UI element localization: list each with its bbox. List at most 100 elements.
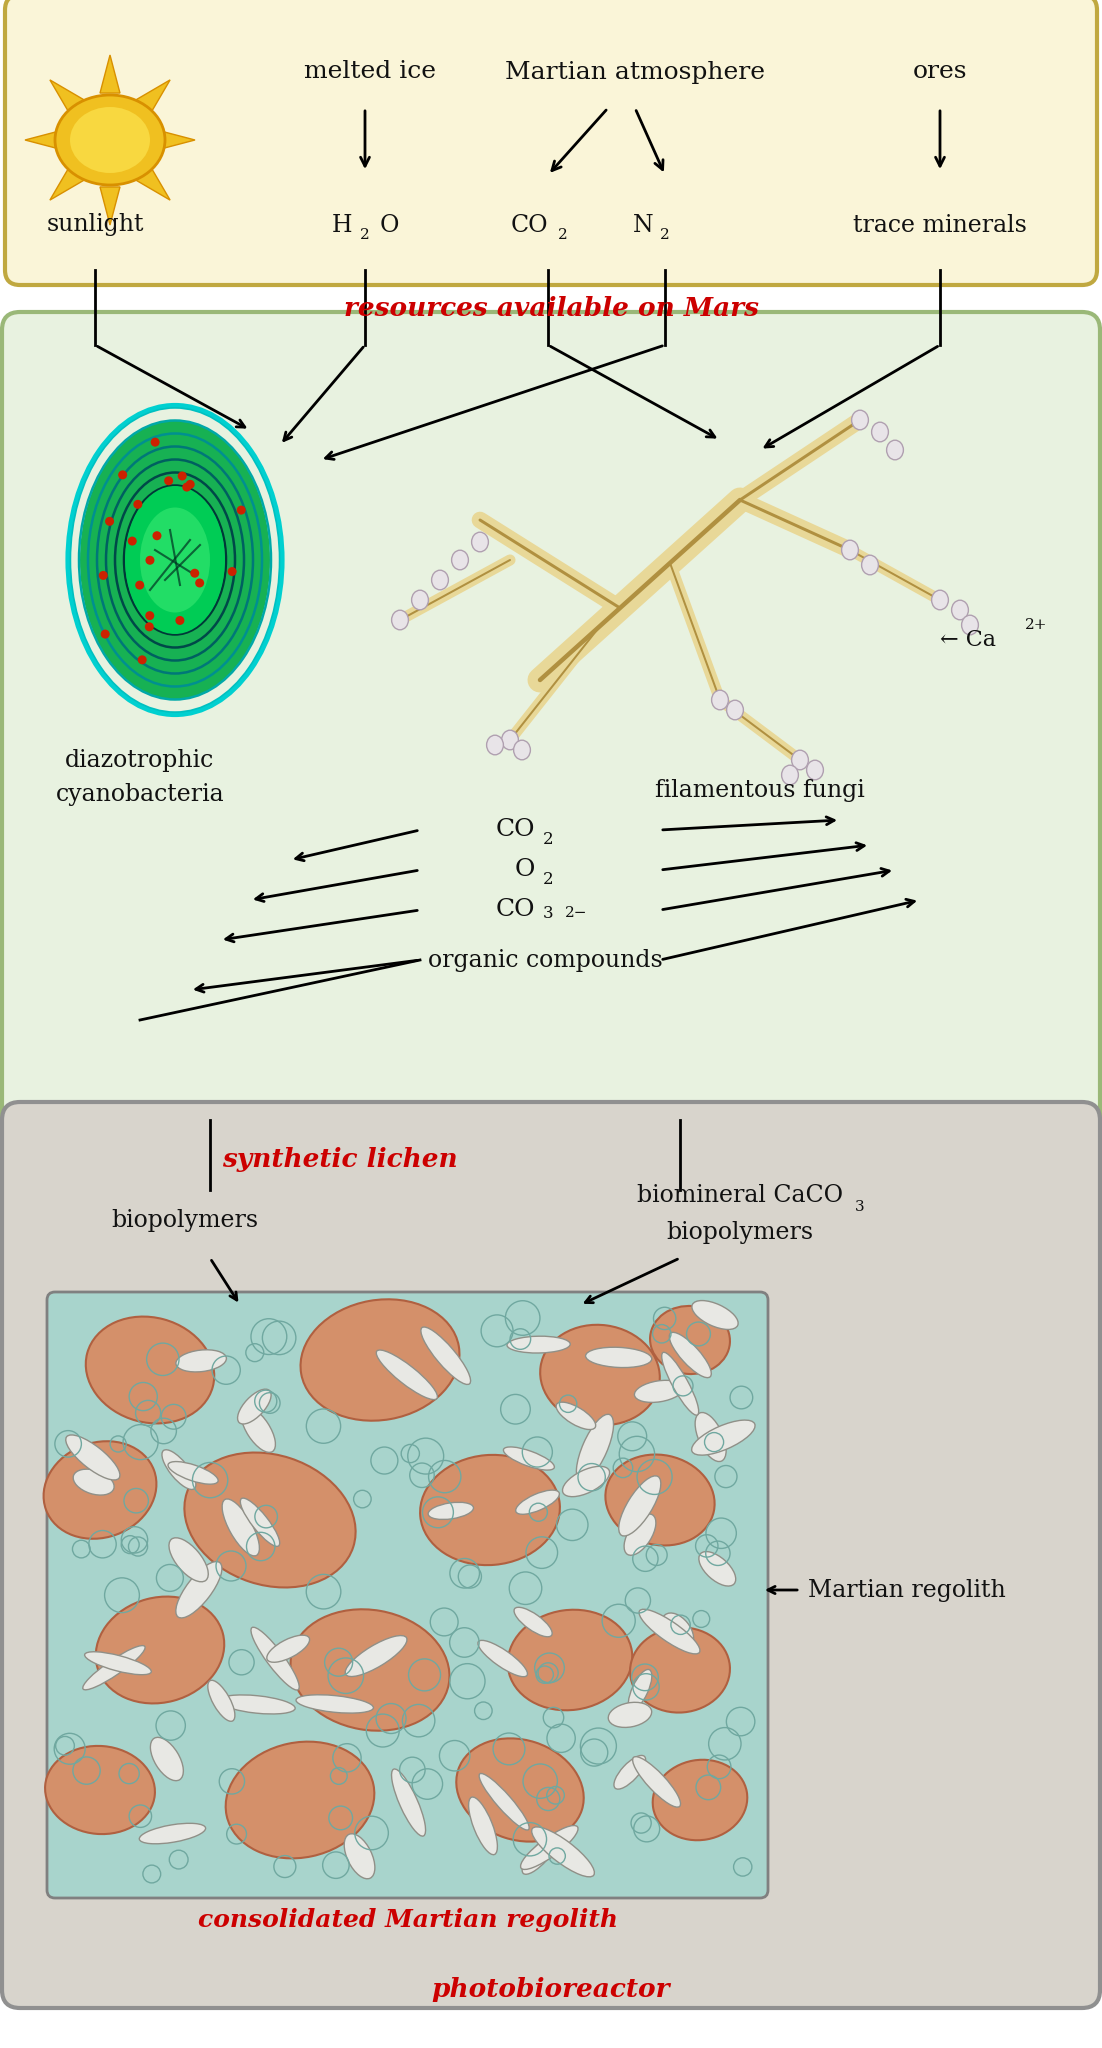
Ellipse shape: [516, 1491, 560, 1513]
Ellipse shape: [136, 582, 144, 590]
Ellipse shape: [100, 629, 110, 639]
Ellipse shape: [472, 532, 488, 551]
Ellipse shape: [432, 569, 449, 590]
Text: biopolymers: biopolymers: [667, 1221, 813, 1243]
Ellipse shape: [345, 1636, 407, 1677]
Text: 2−: 2−: [565, 905, 587, 920]
Ellipse shape: [412, 590, 429, 610]
Ellipse shape: [540, 1325, 660, 1425]
Ellipse shape: [391, 1769, 425, 1837]
Ellipse shape: [140, 508, 210, 612]
Ellipse shape: [726, 700, 744, 719]
Polygon shape: [25, 129, 63, 150]
Ellipse shape: [164, 477, 173, 485]
Text: organic compounds: organic compounds: [428, 948, 662, 971]
Ellipse shape: [478, 1640, 528, 1677]
Text: ← Ca: ← Ca: [940, 629, 996, 651]
Text: 2: 2: [543, 872, 553, 889]
Ellipse shape: [605, 1454, 714, 1546]
Ellipse shape: [228, 567, 237, 575]
Ellipse shape: [420, 1454, 560, 1565]
Text: resources available on Mars: resources available on Mars: [344, 295, 758, 319]
Ellipse shape: [557, 1403, 596, 1430]
Ellipse shape: [251, 1628, 300, 1690]
Ellipse shape: [96, 1597, 224, 1704]
Ellipse shape: [487, 735, 504, 756]
Ellipse shape: [662, 1614, 693, 1649]
Ellipse shape: [86, 1317, 214, 1423]
Ellipse shape: [44, 1442, 156, 1538]
Ellipse shape: [479, 1774, 529, 1831]
FancyBboxPatch shape: [6, 0, 1096, 285]
Ellipse shape: [514, 739, 530, 760]
Text: O: O: [380, 213, 400, 236]
Ellipse shape: [152, 530, 162, 541]
Ellipse shape: [692, 1300, 738, 1329]
Ellipse shape: [241, 1407, 276, 1452]
Ellipse shape: [45, 1745, 155, 1835]
Ellipse shape: [639, 1610, 700, 1655]
Ellipse shape: [468, 1796, 497, 1855]
Ellipse shape: [712, 690, 728, 711]
Ellipse shape: [291, 1610, 450, 1731]
Ellipse shape: [456, 1739, 584, 1841]
Ellipse shape: [661, 1352, 699, 1415]
Ellipse shape: [238, 1389, 271, 1423]
Ellipse shape: [144, 623, 154, 631]
Ellipse shape: [618, 1477, 661, 1536]
Ellipse shape: [624, 1513, 656, 1554]
Ellipse shape: [55, 94, 165, 184]
Ellipse shape: [576, 1415, 614, 1483]
Text: 3: 3: [543, 905, 553, 922]
Polygon shape: [50, 166, 84, 201]
Ellipse shape: [428, 1503, 474, 1520]
FancyBboxPatch shape: [2, 1102, 1100, 2007]
Text: CO: CO: [510, 213, 548, 236]
Ellipse shape: [208, 1679, 235, 1720]
Ellipse shape: [128, 537, 137, 545]
Ellipse shape: [182, 483, 192, 492]
Ellipse shape: [145, 555, 154, 565]
Ellipse shape: [223, 1499, 259, 1556]
Text: consolidated Martian regolith: consolidated Martian regolith: [198, 1909, 618, 1931]
Ellipse shape: [962, 614, 979, 635]
Ellipse shape: [240, 1497, 280, 1546]
Text: O: O: [515, 858, 534, 881]
Ellipse shape: [376, 1350, 437, 1399]
Ellipse shape: [633, 1757, 681, 1806]
Ellipse shape: [162, 1450, 196, 1489]
Ellipse shape: [133, 500, 142, 508]
Text: diazotrophic: diazotrophic: [65, 748, 215, 772]
Ellipse shape: [267, 1634, 310, 1663]
Ellipse shape: [71, 106, 150, 172]
Ellipse shape: [522, 1835, 559, 1874]
Ellipse shape: [118, 471, 127, 479]
Ellipse shape: [186, 479, 195, 489]
Ellipse shape: [226, 1741, 375, 1858]
Ellipse shape: [176, 1561, 222, 1618]
Ellipse shape: [139, 1823, 206, 1843]
Text: N: N: [633, 213, 653, 236]
Ellipse shape: [652, 1759, 747, 1841]
Ellipse shape: [872, 422, 888, 442]
Text: CO: CO: [496, 899, 534, 922]
Ellipse shape: [168, 1462, 218, 1485]
Ellipse shape: [791, 750, 809, 770]
Ellipse shape: [781, 766, 799, 784]
Text: filamentous fungi: filamentous fungi: [655, 778, 865, 801]
Ellipse shape: [80, 420, 270, 700]
Ellipse shape: [635, 1380, 683, 1403]
Ellipse shape: [650, 1307, 730, 1374]
FancyBboxPatch shape: [47, 1292, 768, 1898]
Text: photobioreactor: photobioreactor: [432, 1978, 670, 2003]
Ellipse shape: [175, 616, 184, 625]
Ellipse shape: [219, 1696, 295, 1714]
Ellipse shape: [184, 1452, 356, 1587]
Ellipse shape: [296, 1696, 374, 1712]
Text: H: H: [332, 213, 352, 236]
Ellipse shape: [507, 1335, 570, 1354]
Text: 2: 2: [543, 831, 553, 848]
Polygon shape: [100, 186, 120, 225]
Ellipse shape: [421, 1327, 471, 1384]
Text: Martian atmosphere: Martian atmosphere: [505, 61, 765, 84]
